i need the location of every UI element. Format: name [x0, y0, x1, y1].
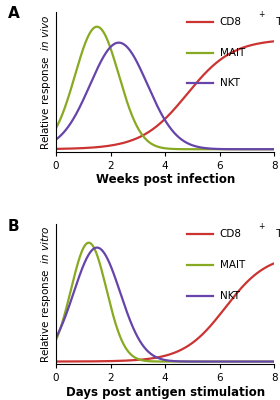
- Y-axis label: Relative response  $\it{in\ vitro}$: Relative response $\it{in\ vitro}$: [39, 225, 53, 363]
- Text: MAIT: MAIT: [220, 48, 245, 58]
- Text: +: +: [258, 222, 264, 231]
- Text: +: +: [258, 10, 264, 18]
- Text: CD8: CD8: [220, 17, 242, 27]
- Text: A: A: [8, 6, 20, 22]
- Text: NKT: NKT: [220, 78, 240, 88]
- Y-axis label: Relative response  $\it{in\ vivo}$: Relative response $\it{in\ vivo}$: [39, 14, 53, 150]
- Text: T: T: [273, 17, 280, 27]
- X-axis label: Weeks post infection: Weeks post infection: [95, 174, 235, 186]
- Text: NKT: NKT: [220, 290, 240, 300]
- Text: MAIT: MAIT: [220, 260, 245, 270]
- Text: CD8: CD8: [220, 229, 242, 239]
- X-axis label: Days post antigen stimulation: Days post antigen stimulation: [66, 386, 265, 399]
- Text: B: B: [8, 219, 20, 234]
- Text: T: T: [273, 229, 280, 239]
